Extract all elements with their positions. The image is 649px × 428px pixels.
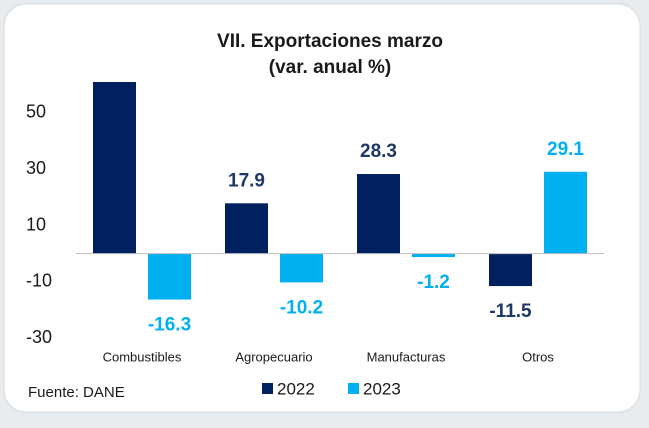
source: Fuente: DANE [28,384,125,401]
data-label: 28.3 [360,141,397,162]
bar [412,253,455,258]
legend-label: 2023 [363,379,401,398]
x-tick-label: Agropecuario [235,349,312,364]
data-label: 29.1 [547,139,584,160]
y-tick-label: -10 [26,271,52,291]
data-label: -16.3 [148,315,191,336]
y-tick-label: 50 [26,102,46,122]
legend-swatch [262,383,273,394]
bar [489,253,532,287]
chart-title: VII. Exportaciones marzo [217,31,443,52]
bar [225,203,268,254]
bar [280,253,323,283]
bar [544,171,587,254]
card [3,3,641,413]
data-label: -10.2 [280,297,323,318]
x-tick-label: Combustibles [103,349,182,364]
y-tick-label: 10 [26,214,46,234]
data-label: 17.9 [228,170,265,191]
x-tick-label: Otros [522,349,554,364]
y-tick-label: 30 [26,158,46,178]
bar [93,82,136,254]
x-tick-label: Manufacturas [367,349,446,364]
data-label: -11.5 [489,301,532,322]
legend-swatch [348,383,359,394]
bar [148,253,191,300]
y-tick-label: -30 [26,327,52,347]
bar [357,174,400,254]
data-label: -1.2 [417,272,450,293]
chart-subtitle: (var. anual %) [269,57,392,78]
legend-label: 2022 [277,379,315,398]
